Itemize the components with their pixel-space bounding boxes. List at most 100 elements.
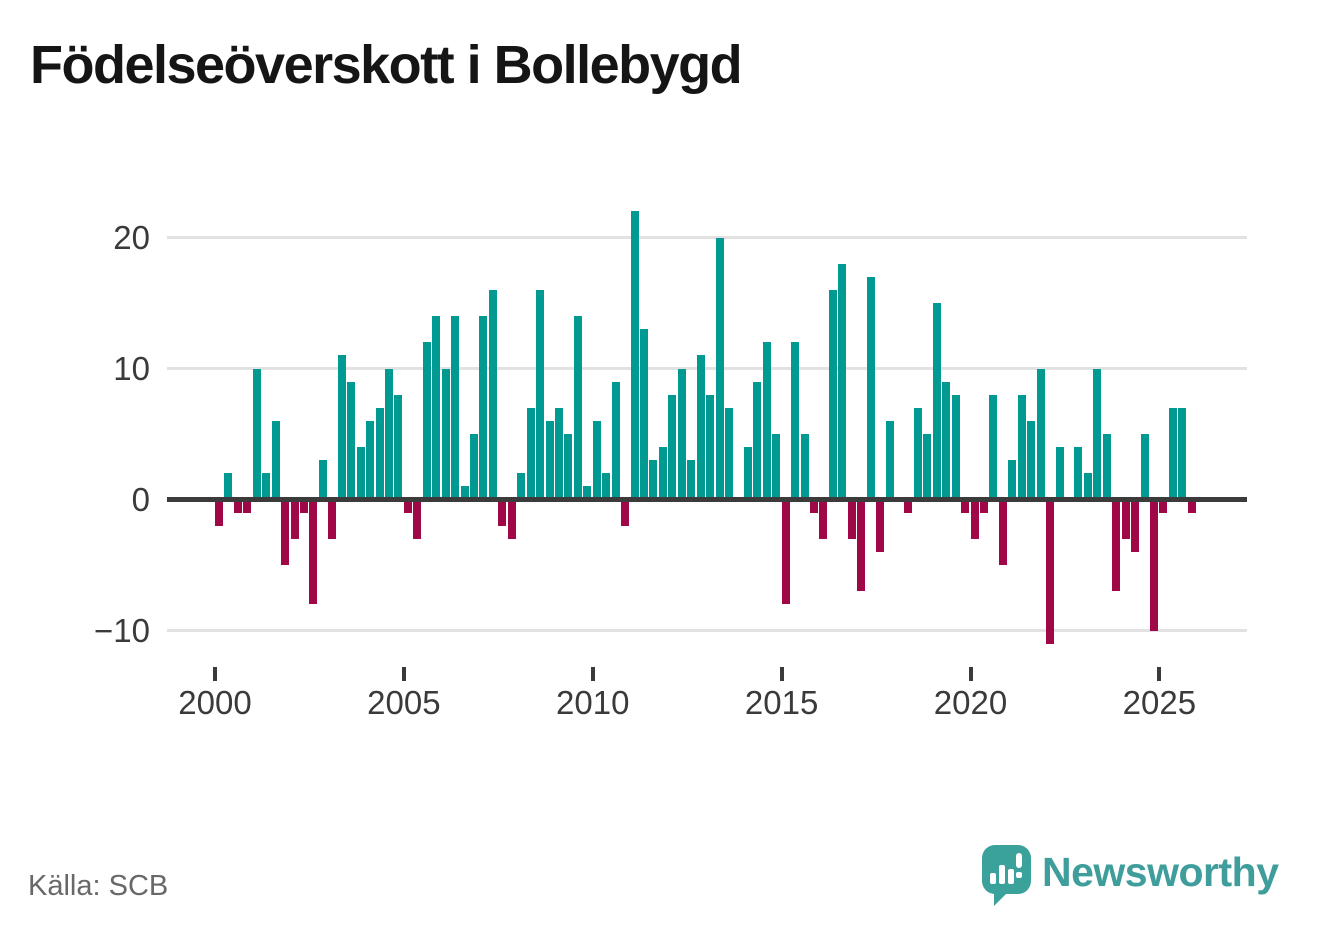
bar-2021-q1 [1008, 460, 1017, 500]
bar-2006-q3 [460, 486, 469, 500]
bar-2025-q3 [1178, 407, 1187, 500]
bar-2003-q3 [347, 381, 356, 500]
bar-2017-q4 [885, 420, 894, 500]
bar-2003-q1 [328, 499, 337, 539]
bar-2011-q3 [649, 460, 658, 500]
bar-2007-q1 [479, 316, 488, 500]
bar-2015-q3 [800, 434, 809, 500]
exclamation-dot-icon [1016, 872, 1022, 878]
bar-2014-q1 [743, 447, 752, 500]
bar-2001-q2 [262, 473, 271, 500]
chart-title: Födelseöverskott i Bollebygd [30, 35, 743, 95]
bar-2018-q3 [913, 407, 922, 500]
brand-name: Newsworthy [1042, 849, 1279, 895]
bar-2004-q1 [366, 420, 375, 500]
bar-2007-q2 [488, 289, 497, 500]
bar-2011-q1 [630, 211, 639, 500]
bar-2004-q3 [384, 368, 393, 500]
bar-2023-q1 [1083, 473, 1092, 500]
exclamation-icon [1016, 853, 1022, 868]
bar-2000-q2 [224, 473, 233, 500]
y-tick-label--10: −10 [94, 611, 150, 649]
bar-2011-q2 [639, 329, 648, 500]
bar-2000-q3 [233, 499, 242, 513]
bar-2025-q4 [1187, 499, 1196, 513]
bar-2019-q4 [961, 499, 970, 513]
speech-bubble-tail [994, 891, 1009, 906]
bar-2013-q2 [715, 237, 724, 500]
bar-2001-q1 [252, 368, 261, 500]
bar-2008-q2 [526, 407, 535, 500]
bar-2009-q3 [573, 316, 582, 500]
bar-2015-q4 [809, 499, 818, 513]
bar-2013-q1 [706, 394, 715, 500]
bar-2016-q3 [838, 263, 847, 500]
bar-2020-q2 [979, 499, 988, 513]
bar-2004-q4 [394, 394, 403, 500]
bar-2010-q1 [592, 420, 601, 500]
bar-2014-q3 [762, 342, 771, 500]
bar-2016-q4 [847, 499, 856, 539]
x-tick-label-2000: 2000 [178, 684, 252, 721]
bar-2018-q2 [904, 499, 913, 513]
bar-2016-q2 [828, 289, 837, 500]
speech-bubble-chart-icon [982, 845, 1031, 894]
bar-2004-q2 [375, 407, 384, 500]
gridline-y-10 [167, 629, 1247, 632]
bar-2016-q1 [819, 499, 828, 539]
bar-2011-q4 [658, 447, 667, 500]
mini-bar-icon [990, 873, 996, 884]
bar-2001-q3 [271, 420, 280, 500]
bar-2009-q1 [554, 407, 563, 500]
bar-2007-q4 [507, 499, 516, 539]
bar-2022-q1 [1046, 499, 1055, 644]
bar-2013-q3 [724, 407, 733, 500]
bar-2023-q4 [1112, 499, 1121, 592]
bar-2006-q4 [469, 434, 478, 500]
x-tick-label-2025: 2025 [1122, 684, 1197, 721]
source-label: Källa: SCB [28, 870, 169, 902]
bar-2005-q4 [432, 316, 441, 500]
bar-2017-q1 [857, 499, 866, 592]
bar-2005-q3 [422, 342, 431, 500]
gridline-y10 [167, 367, 1247, 370]
bar-2003-q4 [356, 447, 365, 500]
bar-2009-q4 [583, 486, 592, 500]
bar-2008-q1 [517, 473, 526, 500]
bar-2024-q3 [1140, 434, 1149, 500]
bar-2015-q2 [791, 342, 800, 500]
bar-2005-q1 [403, 499, 412, 513]
mini-bar-icon [999, 865, 1005, 884]
bar-2002-q1 [290, 499, 299, 539]
bar-2024-q1 [1121, 499, 1130, 539]
bar-2001-q4 [281, 499, 290, 565]
bar-2005-q2 [413, 499, 422, 539]
bar-2022-q4 [1074, 447, 1083, 500]
bar-2012-q1 [668, 394, 677, 500]
y-tick-label-0: 0 [131, 480, 150, 518]
newsworthy-logo: Newsworthy [982, 843, 1292, 913]
bar-2025-q2 [1168, 407, 1177, 500]
x-tick-2015 [779, 667, 784, 681]
x-tick-2025 [1157, 667, 1162, 681]
bar-2023-q3 [1102, 434, 1111, 500]
x-tick-2010 [590, 667, 595, 681]
gridline-y20 [167, 236, 1247, 239]
bar-2020-q3 [989, 394, 998, 500]
bar-2012-q3 [687, 460, 696, 500]
bar-2015-q1 [781, 499, 790, 605]
bar-2024-q4 [1149, 499, 1158, 631]
bar-2010-q3 [611, 381, 620, 500]
bar-2025-q1 [1159, 499, 1168, 513]
bar-2017-q3 [876, 499, 885, 552]
mini-bar-icon [1008, 869, 1014, 884]
y-tick-label-10: 10 [113, 349, 150, 387]
bar-2021-q3 [1027, 420, 1036, 500]
bar-2022-q2 [1055, 447, 1064, 500]
bar-2017-q2 [866, 276, 875, 500]
bar-2021-q2 [1017, 394, 1026, 500]
bar-2006-q1 [441, 368, 450, 500]
bar-2012-q2 [677, 368, 686, 500]
bar-2010-q4 [621, 499, 630, 526]
